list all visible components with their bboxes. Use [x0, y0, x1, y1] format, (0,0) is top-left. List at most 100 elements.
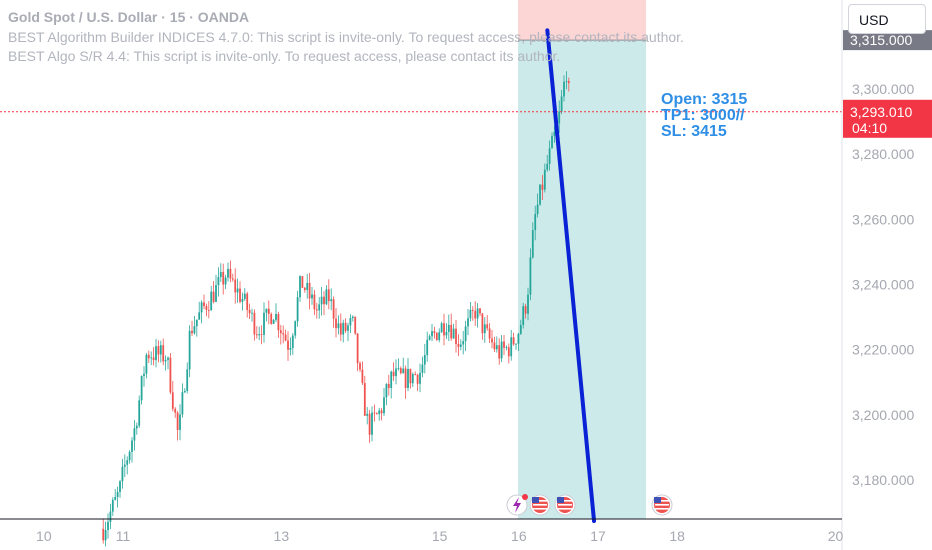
candle-body — [404, 368, 407, 388]
candle — [563, 75, 565, 102]
candle — [392, 362, 395, 381]
candle — [150, 351, 153, 366]
take-profit-zone[interactable] — [518, 40, 646, 519]
candle — [284, 329, 287, 342]
candle-body — [563, 81, 565, 97]
candle — [440, 321, 443, 333]
candle-body — [171, 392, 174, 409]
candle — [109, 503, 112, 530]
candle-body — [428, 336, 431, 340]
candle-body — [368, 413, 371, 435]
candle-body — [150, 357, 153, 359]
candle-body — [193, 326, 196, 334]
candle-body — [251, 312, 253, 314]
us-flag-icon[interactable] — [651, 494, 673, 516]
candle-body — [380, 410, 383, 414]
candle-body — [325, 289, 328, 305]
candle — [467, 308, 469, 336]
candle-body — [291, 335, 294, 348]
candle — [270, 312, 273, 325]
candle — [409, 368, 412, 389]
candle — [534, 205, 537, 241]
currency-button[interactable]: USD — [848, 4, 926, 34]
candle-body — [414, 374, 417, 375]
candle — [567, 77, 570, 92]
candle-body — [455, 328, 457, 344]
candle — [325, 285, 328, 306]
candle-body — [407, 368, 409, 388]
candle-body — [126, 460, 129, 465]
candle — [222, 263, 225, 295]
candle — [438, 328, 441, 343]
price-lines — [0, 28, 842, 523]
candle — [203, 294, 205, 310]
symbol-title[interactable]: Gold Spot / U.S. Dollar · 15 · OANDA — [8, 9, 250, 25]
candle — [313, 289, 316, 315]
candle — [171, 380, 174, 412]
stop-loss-zone[interactable] — [518, 0, 646, 41]
candle — [421, 356, 424, 378]
candle — [246, 291, 249, 318]
annotation-open: Open: 3315 — [661, 91, 748, 108]
candle-body — [402, 368, 405, 374]
candle — [385, 383, 388, 406]
last-price-label: 3,293.010 — [850, 104, 912, 120]
candle-body — [145, 354, 148, 374]
candle-body — [378, 410, 381, 415]
candle — [287, 331, 289, 361]
time-axis[interactable]: 10 11 13 15 16 17 18 20 — [0, 518, 843, 544]
candle — [251, 308, 253, 322]
candle — [114, 489, 117, 501]
trend-line[interactable] — [545, 28, 597, 523]
candle — [414, 371, 417, 376]
candle — [541, 174, 544, 200]
candle-body — [162, 345, 165, 362]
candle — [107, 513, 109, 539]
candle — [123, 454, 126, 478]
candle — [481, 313, 484, 340]
candle-body — [212, 291, 215, 302]
candle — [356, 333, 359, 372]
candle-body — [203, 302, 205, 307]
candle-body — [551, 135, 553, 149]
candle-body — [176, 412, 179, 430]
time-tick-label: 18 — [669, 528, 685, 544]
candle-body — [246, 293, 249, 310]
candle — [277, 311, 280, 338]
candle — [215, 274, 217, 303]
candle — [121, 458, 124, 489]
candle-body — [318, 304, 321, 311]
candle — [258, 326, 261, 341]
candle — [227, 262, 229, 282]
candle — [479, 307, 481, 317]
candle — [183, 388, 186, 394]
candle — [344, 318, 347, 333]
candle — [551, 132, 553, 149]
candle-body — [464, 326, 467, 342]
us-flag-icon[interactable] — [529, 494, 551, 516]
price-axis[interactable]: 3,180.000 3,200.000 3,220.000 3,240.000 3,26… — [841, 0, 932, 550]
indicator-legend-1[interactable]: BEST Algorithm Builder INDICES 4.7.0: Th… — [8, 29, 684, 45]
us-flag-icon[interactable] — [554, 494, 576, 516]
candle-body — [217, 277, 220, 286]
time-tick-label: 15 — [432, 528, 448, 544]
candle-body — [205, 306, 208, 310]
candle — [375, 412, 378, 415]
candle — [186, 362, 189, 394]
candle — [503, 334, 505, 356]
candle-body — [253, 312, 256, 335]
candle — [133, 420, 136, 451]
candle-body — [491, 338, 493, 343]
candle-body — [287, 340, 289, 350]
candle — [380, 407, 383, 421]
candle-body — [419, 372, 421, 384]
candle-body — [481, 313, 484, 334]
indicator-legend-2[interactable]: BEST Algo S/R 4.4: This script is invite… — [8, 48, 561, 64]
candle-body — [423, 354, 426, 365]
price-tick-label: 3,220.000 — [852, 342, 914, 358]
candle — [253, 309, 256, 341]
candle-body — [459, 344, 462, 347]
event-icon[interactable] — [506, 494, 528, 516]
candle-body — [534, 214, 537, 231]
